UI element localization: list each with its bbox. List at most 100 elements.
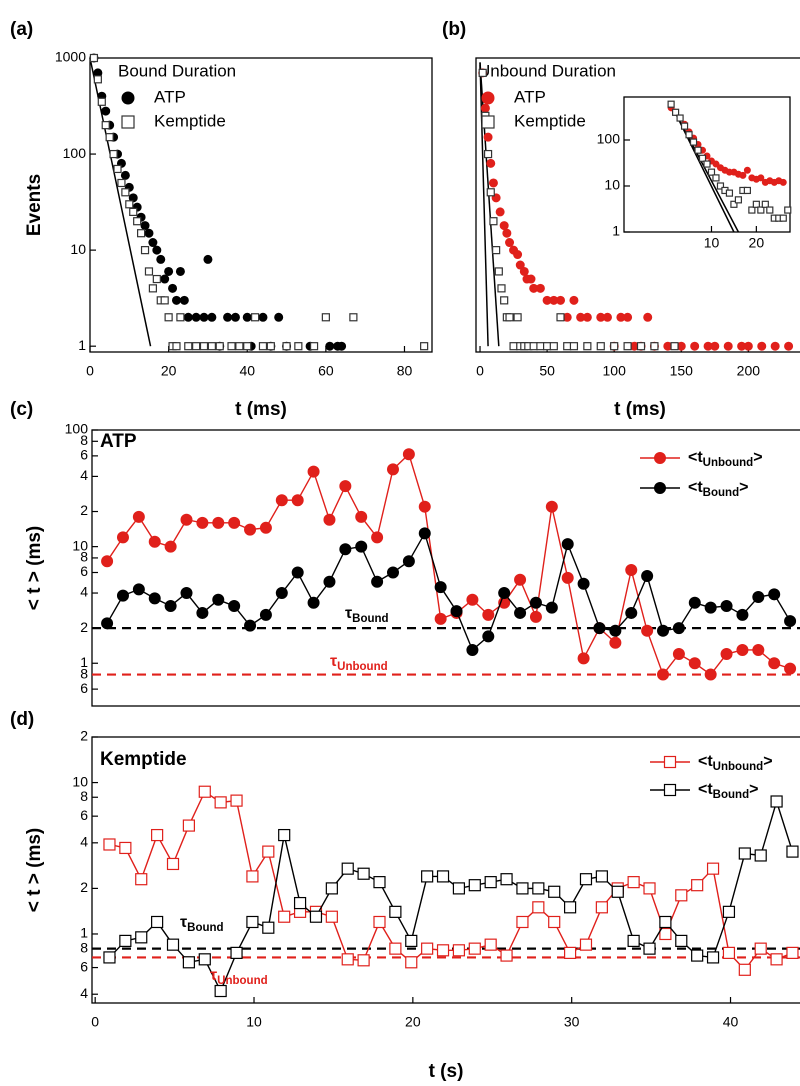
y-tick-label: 2 [80,728,88,744]
marker [164,313,173,322]
marker [757,174,765,182]
y-tick-label: 4 [80,985,88,1001]
marker [529,596,542,609]
legend-label: ATP [514,87,546,106]
marker [168,283,178,293]
marker [738,963,751,976]
marker [418,527,431,540]
marker [712,174,720,182]
marker [720,648,733,661]
marker [627,934,640,948]
marker [484,876,497,889]
marker [497,284,506,293]
y-axis-label: < t > (ms) [24,828,45,912]
marker [275,587,288,600]
marker [494,267,503,276]
marker [121,188,130,197]
legend-marker [654,452,666,464]
marker [722,946,736,959]
marker [452,944,466,957]
marker [325,910,338,923]
marker [641,569,654,582]
reference-label: τUnbound [210,967,268,987]
marker [228,516,241,529]
marker [489,217,498,226]
marker [183,312,193,322]
marker [535,283,545,293]
x-axis-label: t (ms) [235,399,287,420]
marker [738,847,751,860]
marker [148,238,158,248]
marker [698,154,707,162]
marker [307,596,320,609]
marker [191,312,201,322]
marker [140,246,150,255]
marker [203,254,213,264]
marker [101,121,110,130]
marker [569,342,579,351]
marker [144,267,154,276]
legend-label: Kemptide [514,111,586,130]
marker [505,238,515,248]
panel-label: (b) [442,19,466,40]
marker [657,668,670,681]
marker [152,274,161,284]
marker [689,138,698,146]
y-tick-label: 8 [80,549,88,565]
legend-marker [654,482,666,494]
legend-title: Bound Duration [118,61,236,80]
marker [757,206,765,214]
marker [602,312,612,322]
x-axis-label: t (ms) [614,399,666,420]
fit-line [89,57,152,347]
marker [355,510,368,523]
marker [779,178,787,186]
marker [596,342,605,351]
marker [235,342,244,351]
marker [434,612,447,625]
marker [294,342,303,351]
marker [623,312,633,322]
y-tick-label: 1 [80,654,88,670]
marker [164,266,174,276]
y-tick-label: 8 [80,788,88,804]
marker [291,494,304,507]
marker [499,221,509,231]
marker [349,313,358,322]
plot-frame [91,736,800,1004]
marker [667,100,675,108]
marker [103,838,116,851]
reference-label: τBound [180,914,224,934]
marker [743,341,753,351]
marker [109,149,118,159]
y-tick-label: 10 [70,241,86,257]
marker [133,217,142,226]
marker [262,921,275,934]
plot-frame [89,57,433,353]
marker [516,915,529,929]
marker [135,873,148,886]
marker [214,796,227,809]
marker [227,342,236,351]
legend-label: <tBound> [698,781,758,801]
marker [513,313,522,322]
marker [650,342,659,351]
marker [156,254,166,264]
marker [132,510,145,523]
marker [196,516,209,529]
marker [468,942,481,955]
x-tick-label: 80 [397,363,413,379]
marker [583,342,592,351]
marker [706,951,720,964]
y-tick-label: 8 [80,939,88,955]
marker [371,531,384,544]
plot-area [667,100,792,233]
marker [402,448,415,461]
marker [262,845,275,858]
marker [275,494,288,507]
marker [691,879,704,892]
marker [688,596,701,609]
